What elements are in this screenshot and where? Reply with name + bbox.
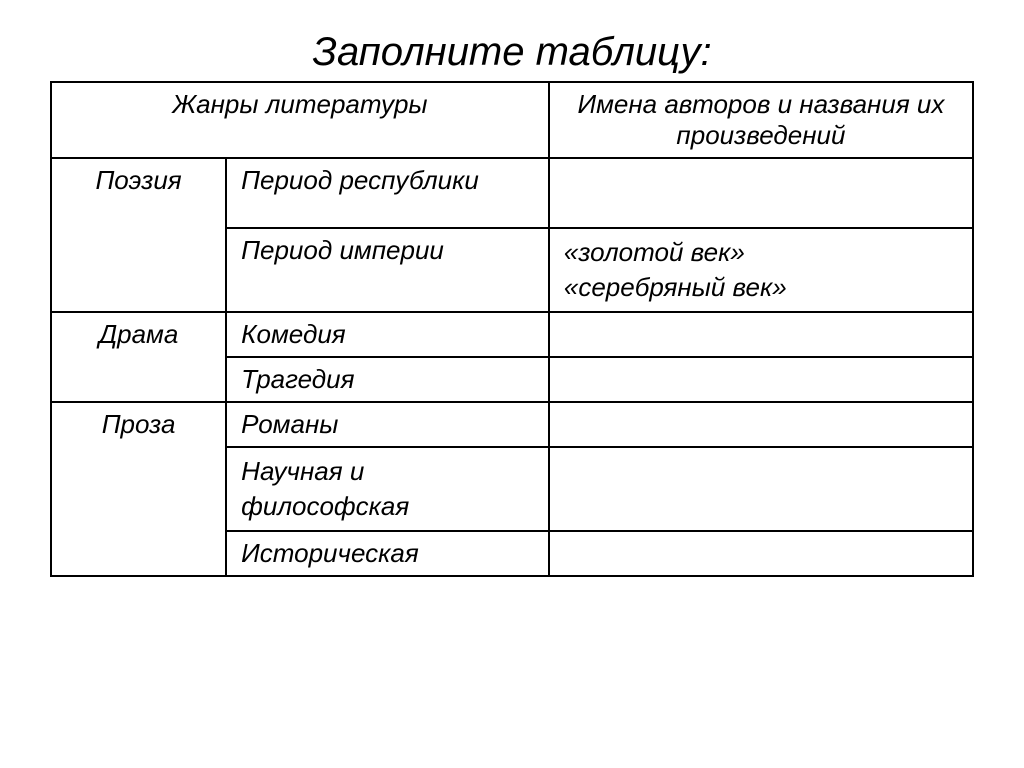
sub-historical: Историческая [226, 531, 549, 576]
sub-scientific: Научная и философская [226, 447, 549, 531]
val-tragedy [549, 357, 973, 402]
sub-scientific-line1: Научная и [241, 454, 534, 489]
page-title: Заполните таблицу: [50, 30, 974, 75]
table-row: Жанры литературы Имена авторов и названи… [51, 82, 973, 158]
sub-tragedy: Трагедия [226, 357, 549, 402]
val-historical [549, 531, 973, 576]
table-row: Проза Романы [51, 402, 973, 447]
sub-novels: Романы [226, 402, 549, 447]
val-empire-line1: «золотой век» [564, 235, 958, 270]
val-empire: «золотой век» «серебряный век» [549, 228, 973, 312]
sub-empire: Период империи [226, 228, 549, 312]
val-empire-line2: «серебряный век» [564, 270, 958, 305]
sub-scientific-line2: философская [241, 489, 534, 524]
genres-table: Жанры литературы Имена авторов и названи… [50, 81, 974, 577]
table-row: Поэзия Период республики [51, 158, 973, 228]
cat-drama: Драма [51, 312, 226, 402]
table-row: Драма Комедия [51, 312, 973, 357]
val-comedy [549, 312, 973, 357]
header-genres: Жанры литературы [51, 82, 549, 158]
sub-comedy: Комедия [226, 312, 549, 357]
cat-poetry: Поэзия [51, 158, 226, 312]
header-authors: Имена авторов и названия их произведений [549, 82, 973, 158]
val-scientific [549, 447, 973, 531]
cat-prose: Проза [51, 402, 226, 576]
val-republic [549, 158, 973, 228]
val-novels [549, 402, 973, 447]
sub-republic: Период республики [226, 158, 549, 228]
